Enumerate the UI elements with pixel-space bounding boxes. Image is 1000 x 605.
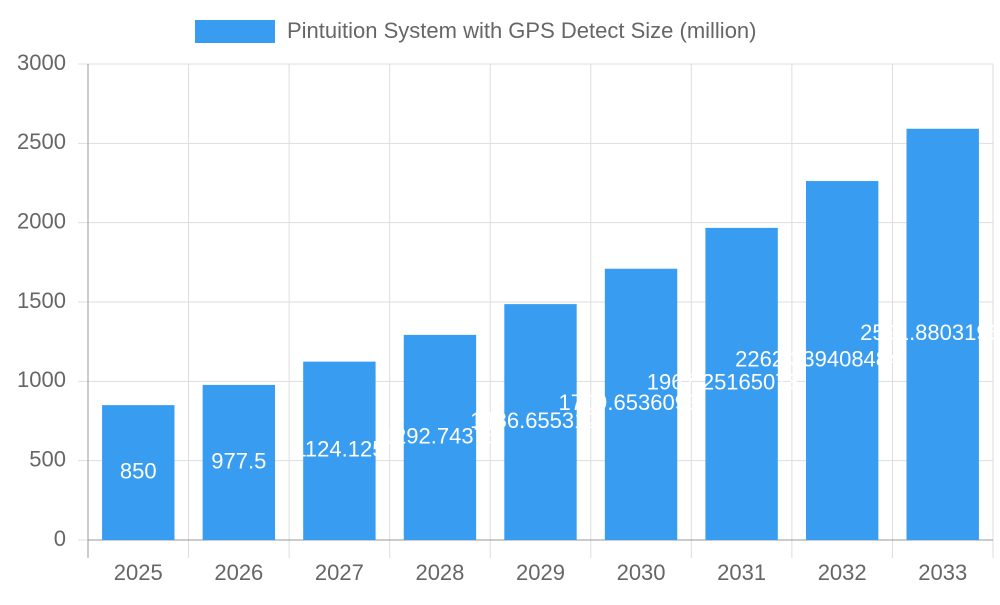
bar: [705, 227, 778, 540]
bar: [504, 304, 577, 540]
y-tick-label: 3000: [17, 50, 66, 75]
bar: [805, 181, 879, 540]
x-tick-label: 2032: [818, 560, 867, 585]
bar: [604, 268, 678, 540]
value-label: 977.5: [211, 448, 266, 473]
bar: [202, 384, 276, 540]
value-label: 850: [120, 458, 157, 483]
value-label: 1292.74375: [382, 423, 498, 448]
y-tick-label: 1500: [17, 288, 66, 313]
bar: [906, 128, 979, 540]
x-tick-label: 2026: [214, 560, 263, 585]
x-tick-label: 2030: [617, 560, 666, 585]
y-tick-label: 0: [54, 526, 66, 551]
bar: [102, 405, 175, 540]
legend-label: Pintuition System with GPS Detect Size (…: [287, 18, 757, 43]
value-label: 1967.25165078125: [647, 370, 837, 395]
y-tick-label: 1000: [17, 367, 66, 392]
bar: [403, 334, 477, 540]
x-tick-label: 2029: [516, 560, 565, 585]
x-tick-label: 2033: [918, 560, 967, 585]
x-tick-label: 2027: [315, 560, 364, 585]
bar: [303, 361, 376, 540]
x-tick-label: 2028: [415, 560, 464, 585]
value-label: 2591.880319663: [860, 320, 1000, 345]
legend-swatch: [195, 20, 275, 43]
x-tick-label: 2025: [114, 560, 163, 585]
y-tick-label: 500: [29, 446, 66, 471]
y-tick-label: 2000: [17, 208, 66, 233]
y-tick-label: 2500: [17, 129, 66, 154]
value-label: 1486.6553125: [470, 408, 611, 433]
value-label: 1124.125: [294, 437, 384, 462]
x-tick-label: 2031: [717, 560, 766, 585]
value-label: 1709.653609375: [558, 390, 723, 415]
